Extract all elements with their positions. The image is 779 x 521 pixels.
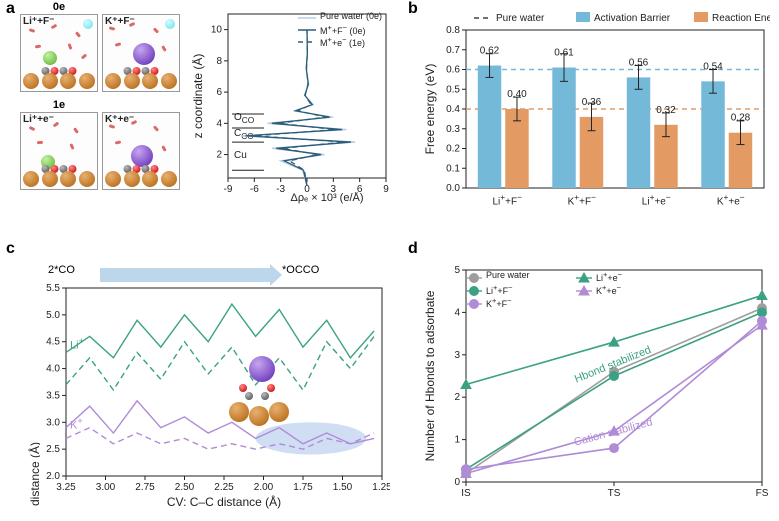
svg-text:2: 2	[216, 150, 222, 161]
top-label-1e: 1e	[53, 99, 65, 111]
panel-a-label: a	[6, 0, 15, 18]
figure-root: a b c d 0e Li⁺+F⁻ K⁺+F⁻	[0, 0, 779, 521]
svg-text:8: 8	[216, 56, 222, 67]
snapshot-k-f-0e: K⁺+F⁻	[102, 14, 180, 92]
svg-text:2: 2	[454, 392, 460, 403]
snapshot-li-f-0e: 0e Li⁺+F⁻	[20, 14, 98, 92]
svg-text:0.6: 0.6	[446, 65, 460, 76]
svg-text:2.0: 2.0	[46, 471, 60, 482]
svg-text:2.00: 2.00	[254, 482, 274, 493]
svg-text:FS: FS	[756, 488, 769, 499]
svg-text:1.75: 1.75	[293, 482, 313, 493]
snap-title: Li⁺+F⁻	[23, 16, 54, 27]
svg-text:0: 0	[454, 477, 460, 488]
svg-text:-6: -6	[250, 184, 259, 195]
svg-text:2.5: 2.5	[46, 444, 60, 455]
panel-c-distance-chart: 1.25 1.50 1.75 2.00 2.25 2.50 2.75 3.00 3.252.0 2…	[20, 260, 390, 510]
svg-text:3: 3	[454, 350, 460, 361]
svg-text:0.56: 0.56	[629, 57, 649, 68]
svg-text:3.5: 3.5	[46, 390, 60, 401]
svg-text:CV: C–C distance (Å): CV: C–C distance (Å)	[167, 494, 281, 509]
svg-text:Pure water: Pure water	[496, 13, 545, 24]
svg-text:Free energy (eV): Free energy (eV)	[423, 64, 437, 155]
svg-text:0.7: 0.7	[446, 45, 460, 56]
svg-text:4: 4	[216, 118, 222, 129]
snapshot-li-e-1e: 1e Li⁺+e⁻	[20, 112, 98, 190]
snap-title: Li⁺+e⁻	[23, 114, 54, 125]
svg-text:0.1: 0.1	[446, 163, 460, 174]
panel-a-rho-profile: -9-6-30369246810OCOCCOCuPure water (0e)M…	[192, 6, 392, 206]
svg-text:5.5: 5.5	[46, 283, 60, 294]
svg-text:4.5: 4.5	[46, 337, 60, 348]
svg-text:-9: -9	[224, 184, 233, 195]
svg-text:3.0: 3.0	[46, 417, 60, 428]
svg-text:0.4: 0.4	[446, 104, 460, 115]
svg-text:1: 1	[454, 435, 460, 446]
c-inset-molecule	[225, 360, 295, 430]
panel-a-snapshots: 0e Li⁺+F⁻ K⁺+F⁻ 1e Li⁺+e⁻	[20, 14, 180, 190]
svg-text:Number of Hbonds to adsorbate: Number of Hbonds to adsorbate	[423, 290, 437, 461]
svg-text:0.40: 0.40	[507, 89, 527, 100]
svg-text:0.61: 0.61	[554, 48, 574, 59]
svg-text:6: 6	[216, 87, 222, 98]
svg-text:4: 4	[454, 307, 460, 318]
panel-d-label: d	[408, 240, 418, 258]
panel-b-label: b	[408, 0, 418, 18]
svg-text:2.50: 2.50	[175, 482, 195, 493]
svg-text:IS: IS	[461, 488, 471, 499]
svg-text:2.75: 2.75	[135, 482, 155, 493]
svg-text:z coordinate (Å): z coordinate (Å)	[192, 54, 205, 139]
svg-text:0.28: 0.28	[731, 113, 751, 124]
snapshot-k-e-1e: K⁺+e⁻	[102, 112, 180, 190]
svg-text:1.25: 1.25	[372, 482, 390, 493]
svg-text:0.8: 0.8	[446, 25, 460, 36]
svg-text:10: 10	[211, 25, 223, 36]
svg-text:5: 5	[454, 265, 460, 276]
svg-text:3.25: 3.25	[56, 482, 76, 493]
svg-text:2.25: 2.25	[214, 482, 234, 493]
svg-text:4.0: 4.0	[46, 364, 60, 375]
svg-text:0.3: 0.3	[446, 124, 460, 135]
svg-text:3.00: 3.00	[96, 482, 116, 493]
svg-text:0.62: 0.62	[480, 46, 500, 57]
panel-b-bar-chart: 0.00.10.20.30.40.50.60.70.80.620.40Li++F…	[420, 6, 770, 216]
panel-d-hbond-chart: 012345ISTSFSHbond stabilizedCation stabi…	[420, 260, 770, 510]
svg-text:0.32: 0.32	[656, 105, 676, 116]
svg-text:1.50: 1.50	[333, 482, 353, 493]
panel-c-label: c	[6, 240, 15, 258]
svg-text:0.5: 0.5	[446, 84, 460, 95]
svg-text:0.0: 0.0	[446, 183, 460, 194]
svg-text:0.36: 0.36	[582, 97, 602, 108]
svg-text:TS: TS	[608, 488, 621, 499]
svg-text:0.2: 0.2	[446, 144, 460, 155]
svg-text:0.54: 0.54	[703, 61, 723, 72]
svg-text:Activation Barrier: Activation Barrier	[594, 13, 671, 24]
svg-text:Reaction Energy: Reaction Energy	[712, 13, 770, 24]
svg-text:5.0: 5.0	[46, 310, 60, 321]
top-label-0e: 0e	[53, 1, 65, 13]
